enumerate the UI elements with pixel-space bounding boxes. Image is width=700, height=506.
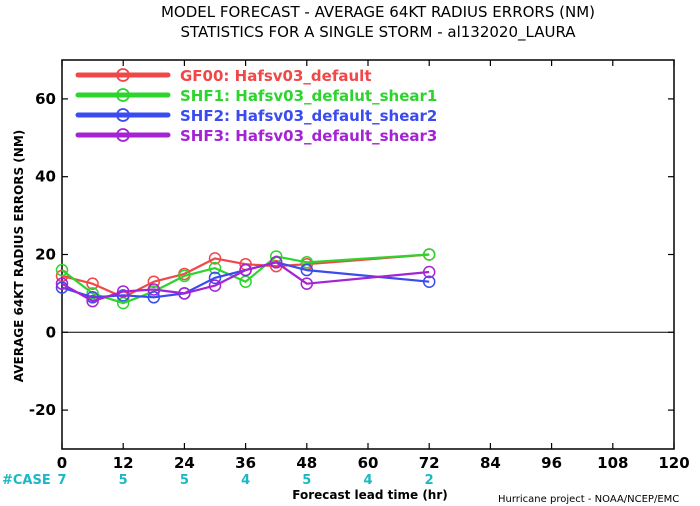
case-label: #CASE <box>2 473 51 488</box>
x-tick-label: 84 <box>480 454 501 472</box>
data-point-series-2 <box>86 287 99 300</box>
x-tick-label: 108 <box>597 454 628 472</box>
legend-entry-2: SHF1: Hafsv03_defalut_shear1 <box>180 87 437 105</box>
legend-entry-1: GF00: Hafsv03_default <box>180 67 371 85</box>
data-point-series-3 <box>116 289 130 302</box>
case-count: 4 <box>363 473 372 488</box>
x-axis-label: Forecast lead time (hr) <box>292 488 448 502</box>
data-point-series-3 <box>422 275 436 288</box>
x-tick-label: 36 <box>235 454 256 472</box>
data-point-series-4 <box>116 285 130 298</box>
data-point-series-1 <box>147 275 161 288</box>
data-point-series-4 <box>300 277 314 290</box>
data-point-series-4 <box>239 263 252 277</box>
y-tick-label: -20 <box>29 401 56 419</box>
series-line-4 <box>61 261 430 303</box>
data-point-series-1 <box>86 277 99 290</box>
legend-entry-3: SHF2: Hafsv03_default_shear2 <box>180 107 437 125</box>
x-tick-label: 60 <box>358 454 379 472</box>
data-point-series-1 <box>208 252 222 265</box>
data-point-series-2 <box>300 256 314 269</box>
legend-entry-4: SHF3: Hafsv03_default_shear3 <box>180 127 437 145</box>
x-tick-label: 48 <box>296 454 317 472</box>
data-point-series-3 <box>208 271 222 285</box>
data-point-series-2 <box>55 263 69 277</box>
y-tick-label: 20 <box>35 246 56 264</box>
data-point-series-2 <box>208 261 222 275</box>
data-point-series-4 <box>269 256 283 269</box>
data-point-series-3 <box>300 263 314 277</box>
y-tick-label: 40 <box>35 168 56 186</box>
legend-marker-2 <box>116 88 130 102</box>
credit-text: Hurricane project - NOAA/NCEP/EMC <box>498 494 679 505</box>
chart-title: MODEL FORECAST - AVERAGE 64KT RADIUS ERR… <box>161 3 595 21</box>
chart-subtitle: STATISTICS FOR A SINGLE STORM - al132020… <box>180 23 576 42</box>
case-count: 4 <box>241 473 250 488</box>
y-tick-label: 60 <box>35 90 56 108</box>
y-tick-label: 0 <box>46 323 56 341</box>
x-tick-label: 72 <box>419 454 440 472</box>
case-count: 7 <box>57 473 66 488</box>
data-point-series-4 <box>178 287 191 300</box>
data-point-series-2 <box>422 248 436 261</box>
data-point-series-3 <box>147 291 161 304</box>
data-point-series-4 <box>147 283 161 296</box>
x-tick-label: 24 <box>174 454 195 472</box>
x-tick-label: 0 <box>57 454 67 472</box>
series-line-2 <box>61 253 430 305</box>
legend-marker-1 <box>116 68 130 82</box>
case-count: 5 <box>119 473 128 488</box>
x-tick-label: 96 <box>541 454 562 472</box>
data-point-series-4 <box>86 294 99 308</box>
case-count: 5 <box>180 473 189 488</box>
legend-marker-3 <box>116 108 130 122</box>
data-point-series-4 <box>208 279 222 292</box>
data-point-series-2 <box>178 269 191 283</box>
case-count: 2 <box>425 473 434 488</box>
legend-marker-4 <box>116 128 130 142</box>
data-point-series-4 <box>55 277 69 290</box>
y-axis-label: AVERAGE 64KT RADIUS ERRORS (NM) <box>12 130 26 382</box>
case-count: 5 <box>302 473 311 488</box>
x-tick-label: 12 <box>113 454 134 472</box>
x-tick-label: 120 <box>658 454 689 472</box>
data-point-series-4 <box>422 265 436 279</box>
